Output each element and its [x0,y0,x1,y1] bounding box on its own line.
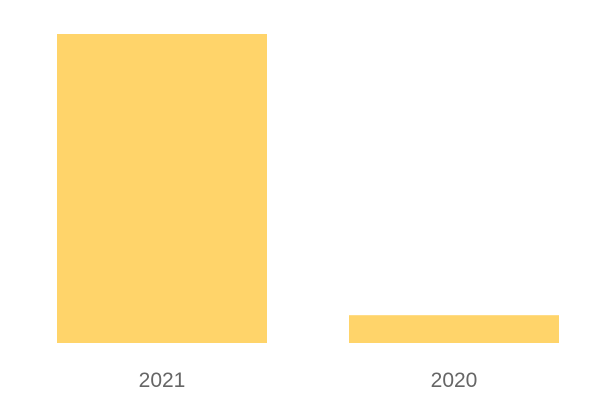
bar-2021 [57,34,267,343]
x-tick-label: 2021 [139,369,186,392]
x-tick-label: 2020 [431,369,478,392]
bar-2020 [349,315,559,343]
